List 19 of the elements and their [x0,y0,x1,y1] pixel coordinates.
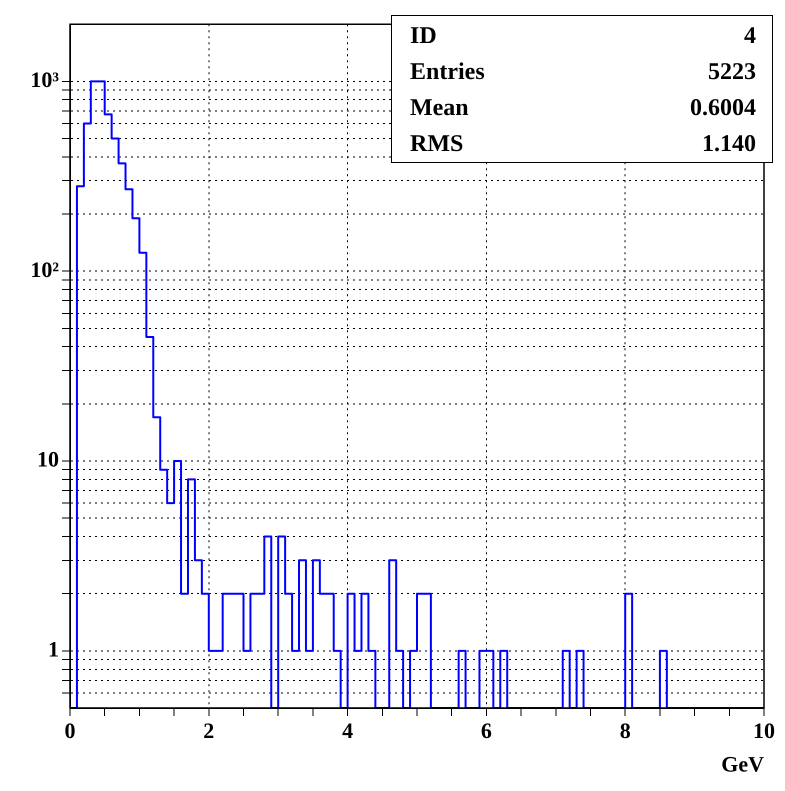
annotation: Entries [410,58,485,86]
y-tick-label: 10² [30,256,60,282]
annotation: Mean [410,94,469,122]
x-tick-label: 2 [203,718,214,743]
x-tick-label: 10 [753,718,775,743]
annotation: 5223 [708,58,756,86]
x-tick-label: 6 [480,718,492,743]
y-tick-label: 10 [37,446,59,472]
annotation: 1.140 [702,130,756,158]
annotation: RMS [410,130,464,158]
y-tick-label: 10³ [30,67,60,92]
x-tick-label: 4 [342,718,354,743]
x-tick-label: 0 [64,718,76,743]
x-axis-title: GeV [721,751,764,776]
annotation: ID [410,22,437,50]
y-tick-label: 1 [48,636,59,662]
x-tick-label: 8 [620,718,631,743]
annotation: 0.6004 [690,94,756,122]
annotation: 4 [744,22,756,50]
